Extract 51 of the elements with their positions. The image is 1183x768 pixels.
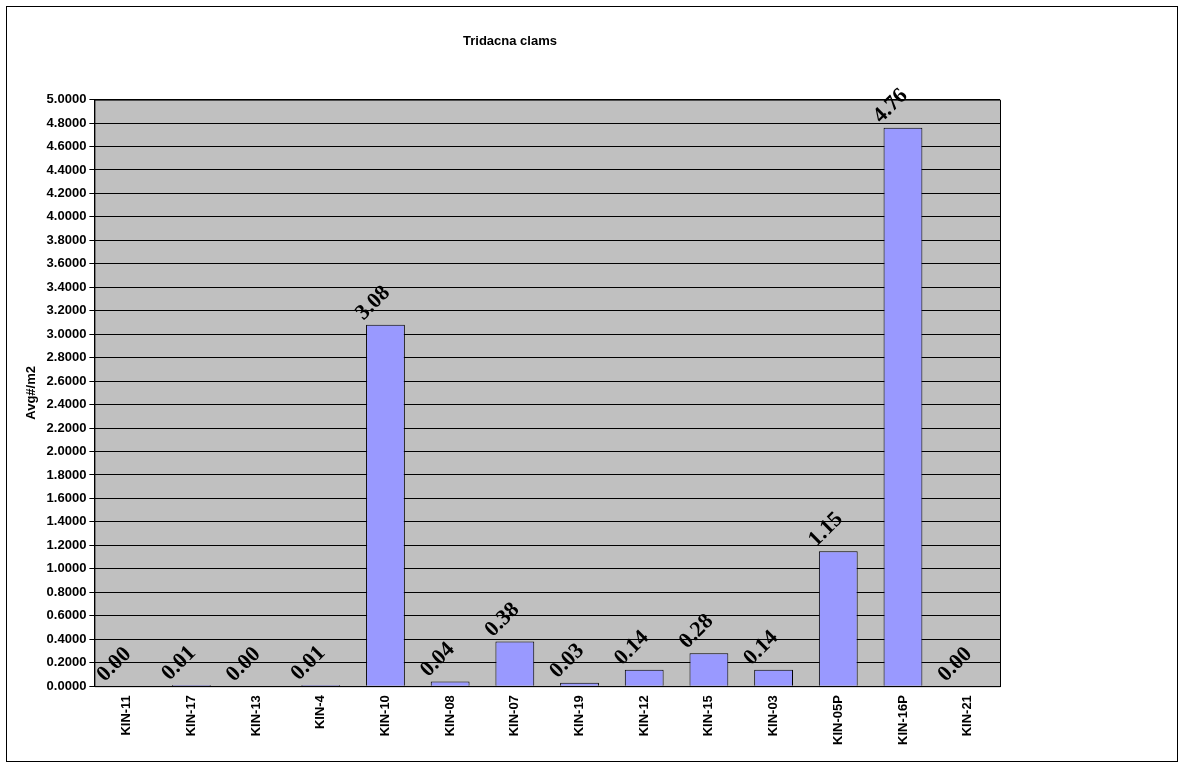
data-label: 0.04 [414,636,459,681]
y-tick-label: 5.0000 [46,91,87,107]
y-tick-label: 3.2000 [46,302,87,318]
x-tick-label: KIN-21 [959,695,975,737]
x-tick-label: KIN-13 [247,695,263,737]
y-tick-label: 4.8000 [46,114,87,130]
data-label: 0.00 [219,640,265,686]
data-label: 0.00 [931,640,977,686]
y-tick-label: 2.6000 [46,372,87,388]
y-tick-label: 0.0000 [46,677,87,693]
y-tick-label: 3.4000 [46,278,87,294]
x-tick-label: KIN-16P [894,694,910,746]
chart-title: Tridacna clams [463,33,557,49]
data-label: 0.01 [284,639,330,685]
y-tick-label: 2.8000 [46,349,87,365]
x-tick-label: KIN-4 [312,694,328,730]
y-tick-label: 1.2000 [46,536,87,552]
y-tick-label: 1.8000 [46,466,87,482]
y-tick-label: 0.6000 [46,607,87,623]
y-tick-label: 3.0000 [46,325,87,341]
y-tick-label: 2.2000 [46,419,87,435]
x-tick-label: KIN-03 [765,695,781,737]
y-tick-label: 1.6000 [46,490,87,506]
y-tick-label: 1.4000 [46,513,87,529]
x-tick-label: KIN-07 [506,695,522,737]
y-tick-label: 2.4000 [46,396,87,412]
data-label: 0.38 [478,596,524,642]
y-tick-label: 4.6000 [46,138,87,154]
y-tick-label: 4.2000 [46,185,87,201]
x-tick-label: KIN-11 [118,695,134,736]
data-label: 1.15 [802,505,848,551]
x-tick-label: KIN-08 [441,695,457,737]
x-tick-label: KIN-15 [700,695,716,737]
y-tick-label: 2.0000 [46,443,87,459]
y-tick-label: 0.4000 [46,630,87,646]
y-tick-label: 3.8000 [46,231,87,247]
data-label: 0.01 [155,639,201,685]
y-axis-title: Avg#/m2 [23,366,39,420]
y-tick-label: 0.8000 [46,583,87,599]
y-tick-label: 3.6000 [46,255,87,271]
y-tick-label: 0.2000 [46,654,87,670]
data-label: 0.03 [543,637,589,683]
y-tick-label: 1.0000 [46,560,87,576]
x-tick-label: KIN-10 [377,695,393,737]
x-tick-label: KIN-12 [635,695,651,737]
y-tick-label: 4.4000 [46,161,87,177]
x-tick-label: KIN-17 [182,695,198,737]
x-tick-label: KIN-19 [571,695,587,737]
data-label: 0.00 [90,640,136,686]
x-tick-label: KIN-05P [829,694,845,746]
y-tick-label: 4.0000 [46,208,87,224]
